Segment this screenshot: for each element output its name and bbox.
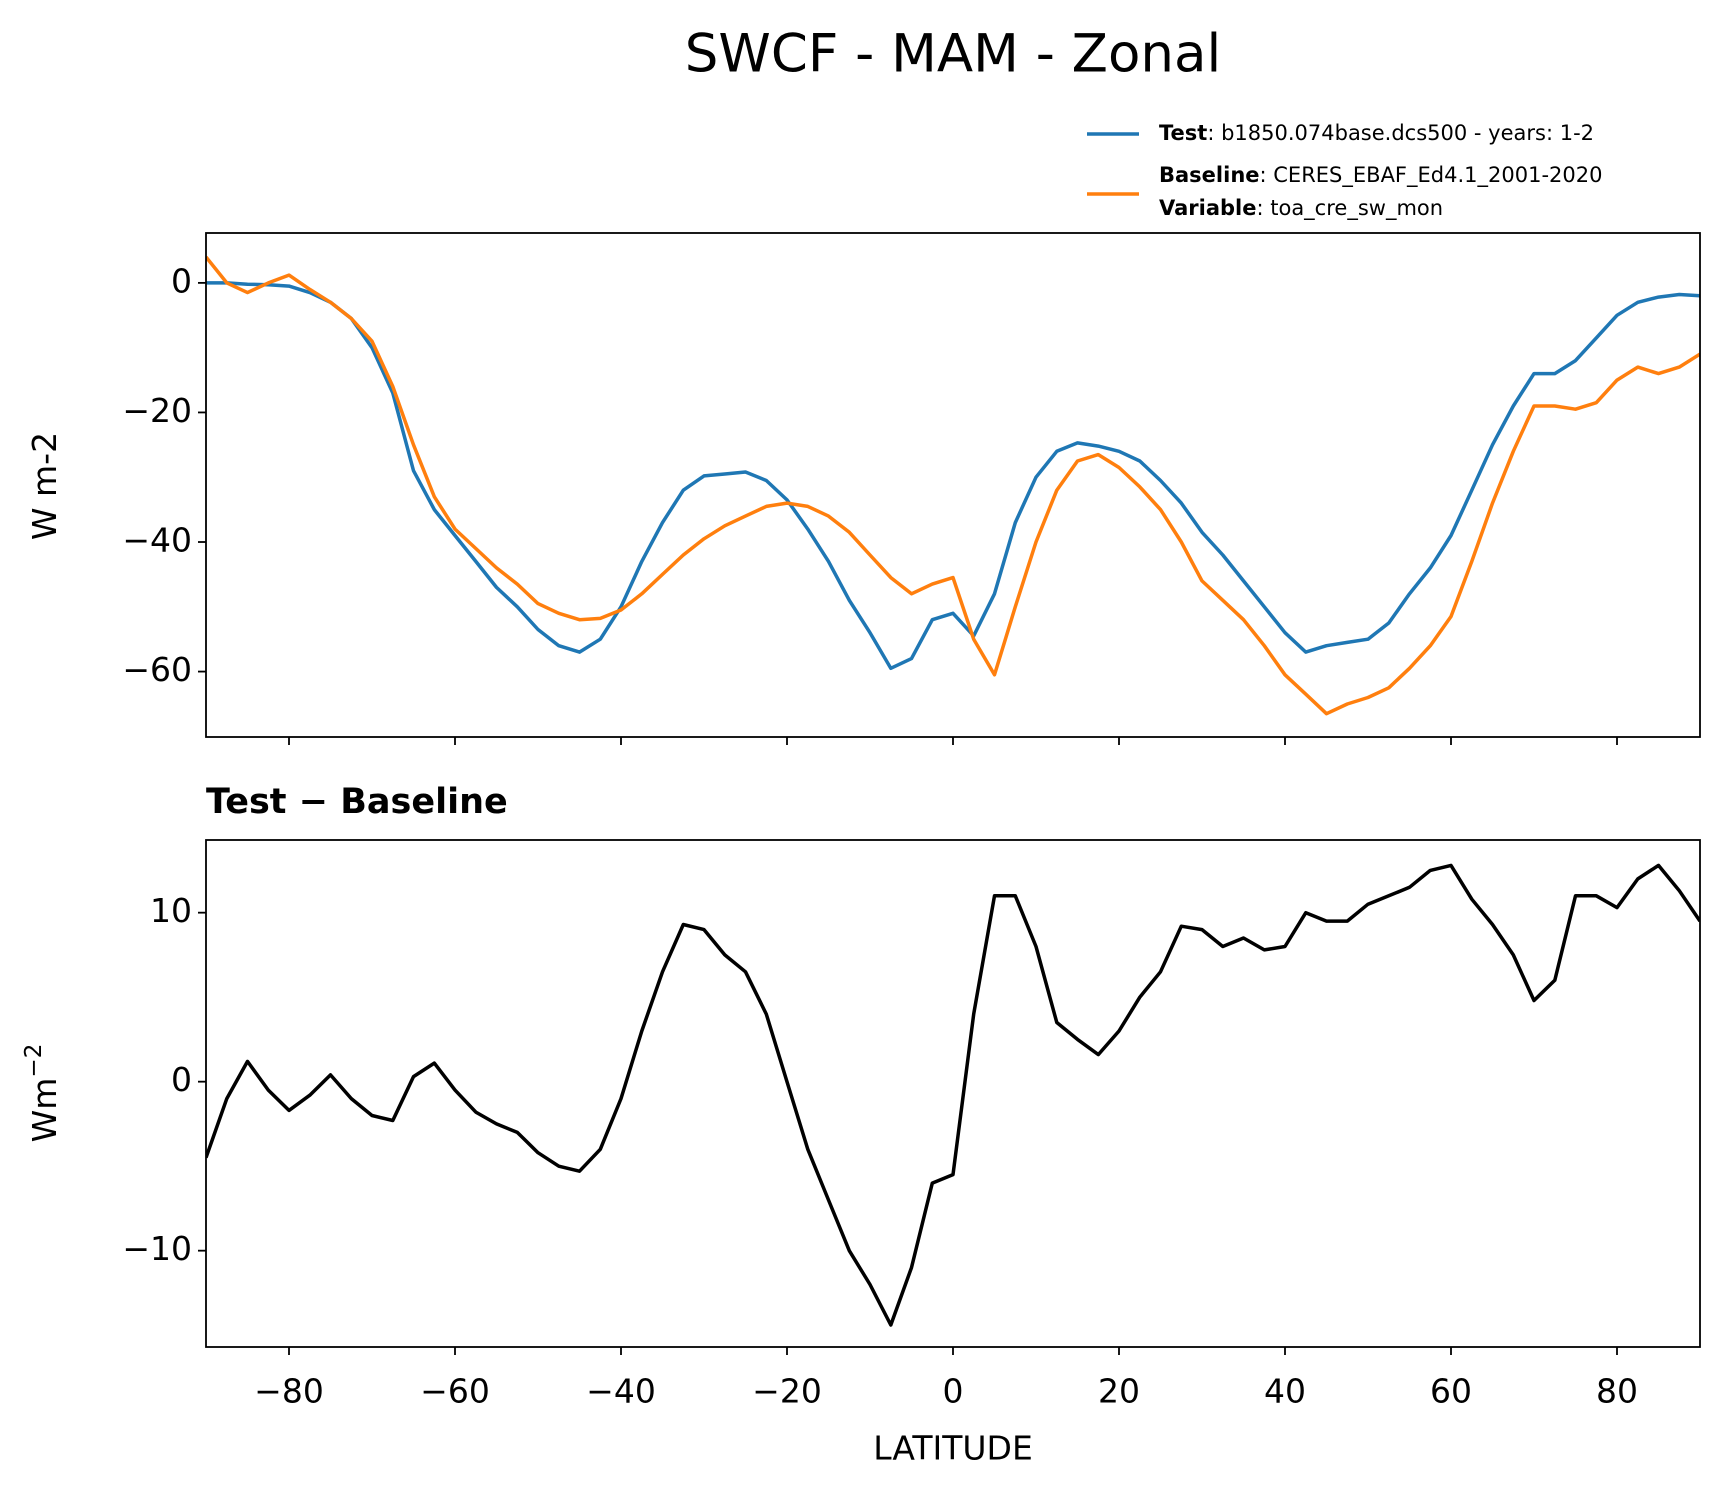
data-line xyxy=(206,863,1700,1327)
legend-entry: Baseline: CERES_EBAF_Ed4.1_2001-2020 xyxy=(1159,163,1602,188)
y-tick-label: −20 xyxy=(122,391,192,430)
y-axis-label: W m-2 xyxy=(25,432,64,540)
legend-entry: Variable: toa_cre_sw_mon xyxy=(1159,196,1443,221)
plot-frame xyxy=(205,839,1701,1348)
y-axis-label-text: W m-2 xyxy=(25,432,64,540)
x-axis-label: LATITUDE xyxy=(873,1429,1033,1468)
y-axis-label-sup: −2 xyxy=(21,1044,47,1078)
y-tick-label: 0 xyxy=(171,1060,192,1099)
y-tick-label: −40 xyxy=(122,521,192,560)
legend-description: : b1850.074base.dcs500 - years: 1-2 xyxy=(1207,121,1594,145)
x-tick-label: 60 xyxy=(1430,1372,1472,1411)
legend-name: Variable xyxy=(1159,196,1256,220)
data-line xyxy=(206,281,1700,671)
y-tick-label: −10 xyxy=(122,1229,192,1268)
y-axis-label-text: Wm xyxy=(25,1078,64,1143)
x-tick-label: −60 xyxy=(420,1372,490,1411)
x-tick-label: −40 xyxy=(586,1372,656,1411)
y-tick-label: 0 xyxy=(171,261,192,300)
x-tick-label: −20 xyxy=(752,1372,822,1411)
x-tick-label: 40 xyxy=(1264,1372,1306,1411)
x-tick-label: 80 xyxy=(1596,1372,1638,1411)
x-tick-label: 0 xyxy=(943,1372,964,1411)
legend-entry: Test: b1850.074base.dcs500 - years: 1-2 xyxy=(1159,121,1594,145)
plot-frame xyxy=(205,232,1701,738)
figure-title: SWCF - MAM - Zonal xyxy=(685,24,1221,85)
x-tick-label: −80 xyxy=(254,1372,324,1411)
legend-name: Baseline xyxy=(1159,163,1260,187)
y-axis-label: Wm−2 xyxy=(21,1044,64,1143)
subplot-title: Test − Baseline xyxy=(206,782,508,822)
legend-description: : toa_cre_sw_mon xyxy=(1256,196,1443,221)
y-tick-label: 10 xyxy=(150,891,192,930)
x-tick-label: 20 xyxy=(1098,1372,1140,1411)
legend-name: Test xyxy=(1159,121,1207,145)
legend-description: : CERES_EBAF_Ed4.1_2001-2020 xyxy=(1260,163,1603,188)
y-tick-label: −60 xyxy=(122,650,192,689)
data-line xyxy=(206,255,1700,716)
